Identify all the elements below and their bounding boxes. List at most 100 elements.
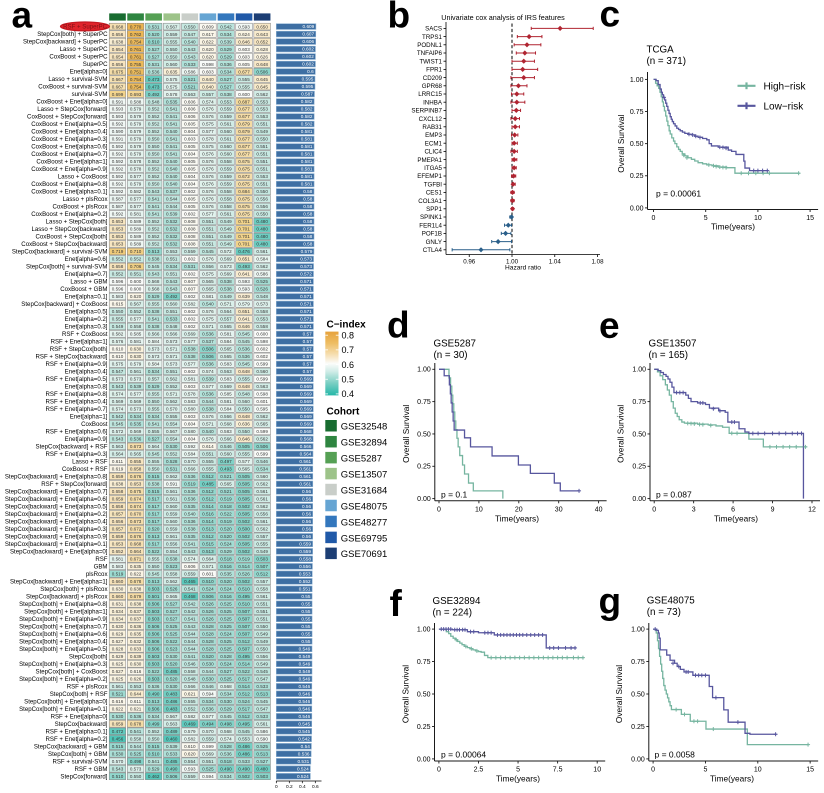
svg-text:0.677: 0.677 [238,144,250,149]
svg-text:0.565: 0.565 [220,482,232,487]
svg-text:0.575: 0.575 [166,84,178,89]
svg-text:0.571: 0.571 [300,287,312,292]
svg-text:0.515: 0.515 [148,489,160,494]
svg-text:0.562: 0.562 [256,504,268,509]
svg-text:0.592: 0.592 [112,174,124,179]
svg-text:0.551: 0.551 [256,182,268,187]
svg-text:0.565: 0.565 [256,422,268,427]
svg-text:0.577: 0.577 [202,714,214,719]
svg-text:0.639: 0.639 [238,294,250,299]
svg-text:0.529: 0.529 [220,47,232,52]
svg-text:0.650: 0.650 [256,24,268,29]
svg-text:0.562: 0.562 [256,527,268,532]
svg-text:0.558: 0.558 [220,204,232,209]
svg-text:0.582: 0.582 [184,302,196,307]
svg-text:0.502: 0.502 [238,549,250,554]
svg-text:0.545: 0.545 [148,572,160,577]
svg-text:0.506: 0.506 [256,69,268,74]
svg-text:0.646: 0.646 [238,437,250,442]
svg-text:0.520: 0.520 [166,677,178,682]
svg-text:0.541: 0.541 [148,197,160,202]
svg-text:0.561: 0.561 [299,459,311,464]
svg-text:0.572: 0.572 [112,429,124,434]
svg-text:1.00: 1.00 [630,77,644,84]
svg-text:0.583: 0.583 [112,564,124,569]
svg-text:0.581: 0.581 [301,137,313,142]
svg-text:RSF + SuperPC: RSF + SuperPC [63,24,107,31]
svg-text:0.521: 0.521 [220,474,232,479]
svg-text:15: 15 [806,215,814,222]
svg-text:0.507: 0.507 [238,632,250,637]
svg-text:0.581: 0.581 [301,182,313,187]
svg-text:0.558: 0.558 [130,736,142,741]
svg-text:0.560: 0.560 [166,302,178,307]
svg-text:0.521: 0.521 [184,84,196,89]
svg-text:0.513: 0.513 [148,699,160,704]
svg-text:0.549: 0.549 [220,294,232,299]
svg-text:0.527: 0.527 [148,54,160,59]
svg-text:0.562: 0.562 [166,399,178,404]
svg-text:0.561: 0.561 [299,474,311,479]
svg-text:0.506: 0.506 [148,632,160,637]
svg-text:0.518: 0.518 [220,557,232,562]
svg-text:0.550: 0.550 [112,309,124,314]
svg-text:0.634: 0.634 [112,609,124,614]
svg-text:0.541: 0.541 [148,317,160,322]
svg-text:0.534: 0.534 [220,69,232,74]
svg-text:0.558: 0.558 [256,324,268,329]
svg-text:CoxBoost + Enet[alpha=0.2]: CoxBoost + Enet[alpha=0.2] [31,211,108,218]
svg-text:0.506: 0.506 [148,639,160,644]
svg-text:10: 10 [593,767,601,774]
svg-text:0.502: 0.502 [238,504,250,509]
svg-text:0.622: 0.622 [130,572,142,577]
svg-text:0.653: 0.653 [112,542,124,547]
svg-text:0.537: 0.537 [202,339,214,344]
svg-text:0.595: 0.595 [302,77,314,82]
svg-text:0.503: 0.503 [148,609,160,614]
svg-text:StepCox[both] + Enet[alpha=0.2: StepCox[both] + Enet[alpha=0.2] [19,676,108,683]
svg-text:0.533: 0.533 [238,759,250,764]
svg-text:0.638: 0.638 [112,39,124,44]
svg-text:0.517: 0.517 [148,519,160,524]
svg-text:1.00: 1.00 [631,627,645,634]
svg-text:StepCox[both] + Enet[alpha=0]: StepCox[both] + Enet[alpha=0] [24,698,108,705]
svg-text:0.648: 0.648 [256,62,268,67]
svg-text:0.564: 0.564 [202,557,214,562]
svg-text:0.528: 0.528 [202,632,214,637]
svg-text:(n = 224): (n = 224) [433,608,472,619]
svg-text:StepCox[both] + GBM: StepCox[both] + GBM [48,751,107,758]
svg-text:0.529: 0.529 [148,294,160,299]
svg-text:0.640: 0.640 [202,84,214,89]
svg-text:0.549: 0.549 [256,549,268,554]
svg-text:p = 0.0058: p = 0.0058 [655,750,696,760]
svg-text:CoxBoost + Enet[alpha=0.3]: CoxBoost + Enet[alpha=0.3] [31,136,108,143]
svg-text:0.536: 0.536 [184,497,196,502]
svg-text:0.486: 0.486 [166,699,178,704]
svg-text:0.50: 0.50 [417,691,431,698]
svg-text:StepCox[backward] + Enet[alpha: StepCox[backward] + Enet[alpha=0.4] [5,518,108,525]
svg-text:0.540: 0.540 [202,302,214,307]
svg-text:0.469: 0.469 [184,722,196,727]
svg-text:0.545: 0.545 [298,729,310,734]
svg-text:0.536: 0.536 [220,751,232,756]
svg-text:0.565: 0.565 [130,452,142,457]
svg-text:0.570: 0.570 [184,459,196,464]
svg-text:0.538: 0.538 [166,557,178,562]
svg-text:0.530: 0.530 [220,699,232,704]
svg-text:0.593: 0.593 [112,107,124,112]
svg-text:0.654: 0.654 [112,54,124,59]
svg-text:0.581: 0.581 [202,294,214,299]
svg-text:0.562: 0.562 [256,414,268,419]
svg-text:0.652: 0.652 [256,39,268,44]
svg-text:CoxBoost + Enet[alpha=0]: CoxBoost + Enet[alpha=0] [36,99,107,106]
svg-text:0.571: 0.571 [300,324,312,329]
svg-text:0.495: 0.495 [238,654,250,659]
svg-text:0.553: 0.553 [256,317,268,322]
svg-text:CoxBoost + SuperPC: CoxBoost + SuperPC [49,54,108,61]
svg-text:0.530: 0.530 [166,684,178,689]
svg-text:0.565: 0.565 [166,594,178,599]
svg-text:0.608: 0.608 [184,242,196,247]
svg-text:0.555: 0.555 [112,317,124,322]
svg-text:High−risk: High−risk [764,82,807,93]
svg-text:0.565: 0.565 [202,287,214,292]
